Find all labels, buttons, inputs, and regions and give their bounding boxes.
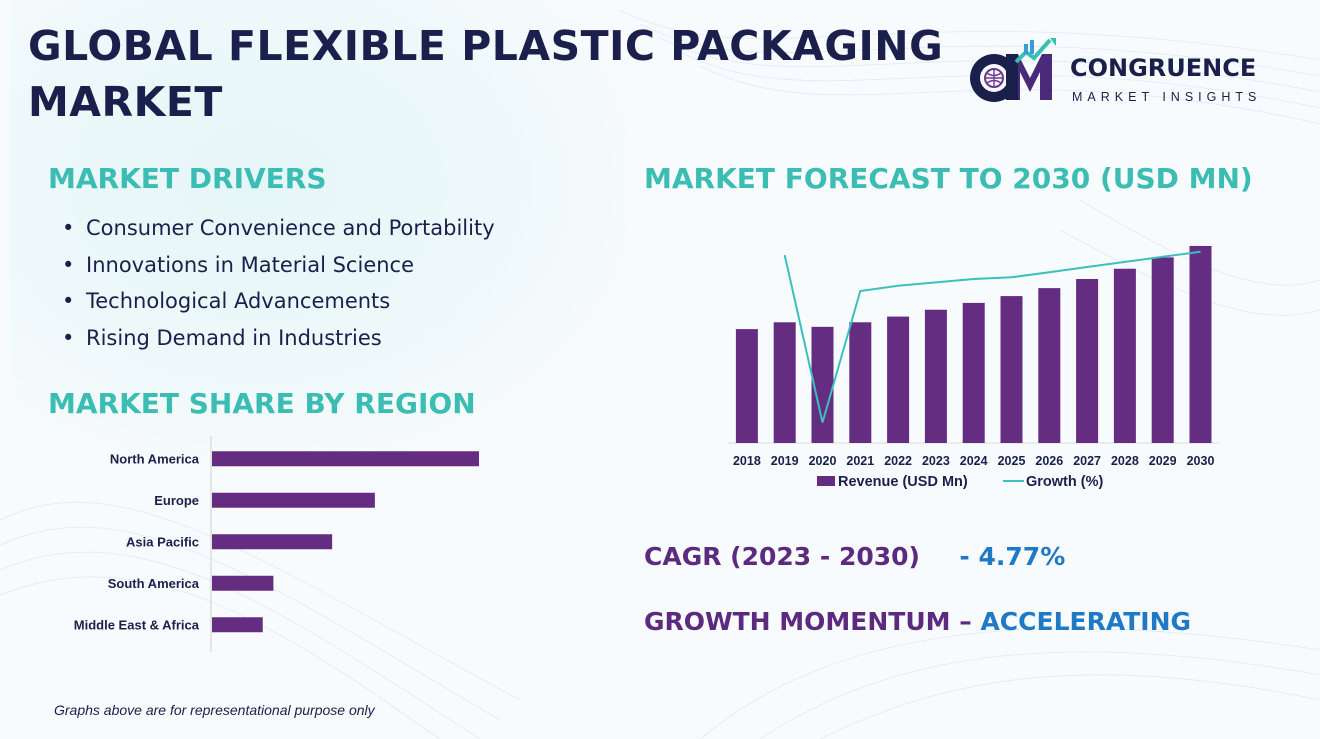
bullet-icon: •: [62, 325, 75, 350]
bullet-icon: •: [62, 289, 75, 313]
footnote: Graphs above are for representational pu…: [54, 702, 375, 718]
revenue-bar: [1189, 245, 1212, 443]
driver-item-label: Innovations in Material Science: [86, 252, 415, 277]
background-wash: [10, 0, 630, 460]
cagr-label: CAGR (2023 - 2030): [644, 542, 920, 571]
page-title: GLOBAL FLEXIBLE PLASTIC PACKAGING MARKET: [28, 18, 943, 130]
driver-item: • Technological Advancements: [62, 283, 495, 320]
region-category-label: Asia Pacific: [126, 534, 199, 549]
year-tick-label: 2020: [809, 454, 837, 468]
year-tick-label: 2019: [771, 454, 799, 468]
region-bar: [212, 492, 375, 508]
region-category-label: North America: [110, 451, 200, 466]
region-category-label: Middle East & Africa: [74, 617, 200, 632]
legend-revenue-swatch: [817, 476, 835, 486]
logo-name: CONGRUENCE: [1070, 54, 1257, 82]
revenue-bar: [1151, 257, 1174, 443]
revenue-bar: [887, 316, 910, 443]
legend-growth-label: Growth (%): [1026, 474, 1103, 490]
page-title-line-2: MARKET: [28, 78, 223, 126]
year-tick-label: 2025: [998, 454, 1026, 468]
forecast-chart: 2018 2019 2020 2021 2022 2023 2024 2025 2026 2027…: [728, 245, 1220, 490]
logo-tagline: MARKET INSIGHTS: [1072, 90, 1262, 104]
year-tick-label: 2022: [884, 454, 912, 468]
driver-item: • Rising Demand in Industries: [62, 320, 495, 357]
cm-logo-icon: [970, 38, 1056, 102]
year-tick-label: 2018: [733, 454, 761, 468]
driver-item: • Innovations in Material Science: [62, 247, 495, 284]
driver-item-label: Consumer Convenience and Portability: [86, 216, 495, 240]
revenue-bar: [1038, 288, 1061, 443]
revenue-bar: [1076, 279, 1099, 443]
driver-item: • Consumer Convenience and Portability: [62, 210, 495, 247]
growth-momentum-value: ACCELERATING: [980, 607, 1192, 636]
market-share-heading: MARKET SHARE BY REGION: [48, 387, 476, 420]
cagr-value: 4.77%: [978, 542, 1066, 571]
region-bar: [212, 451, 479, 467]
driver-item-label: Technological Advancements: [86, 289, 391, 313]
bullet-icon: •: [62, 216, 75, 240]
driver-item-label: Rising Demand in Industries: [86, 325, 382, 350]
bullet-icon: •: [62, 252, 75, 277]
legend-revenue-label: Revenue (USD Mn): [838, 474, 968, 490]
market-forecast-heading: MARKET FORECAST TO 2030 (USD MN): [644, 162, 1253, 195]
year-tick-label: 2023: [922, 454, 950, 468]
region-share-chart: North America Europe Asia Pacific South Ame…: [74, 436, 479, 652]
revenue-bar: [962, 302, 985, 443]
market-drivers-list: • Consumer Convenience and Portability • I…: [62, 210, 495, 356]
cagr-separator: -: [959, 542, 970, 571]
growth-momentum-label: GROWTH MOMENTUM –: [644, 607, 972, 636]
year-tick-label: 2029: [1149, 454, 1177, 468]
region-bar: [212, 617, 263, 633]
company-logo: CONGRUENCE MARKET INSIGHTS: [966, 36, 1286, 116]
year-tick-label: 2028: [1111, 454, 1139, 468]
growth-momentum-line: GROWTH MOMENTUM – ACCELERATING: [644, 607, 1191, 636]
region-category-label: South America: [108, 576, 200, 591]
year-tick-label: 2027: [1073, 454, 1101, 468]
year-tick-label: 2021: [846, 454, 874, 468]
year-tick-label: 2030: [1187, 454, 1215, 468]
market-drivers-heading: MARKET DRIVERS: [48, 162, 327, 195]
revenue-bar: [1000, 296, 1023, 443]
page-title-line-1: GLOBAL FLEXIBLE PLASTIC PACKAGING: [28, 22, 944, 70]
revenue-bar: [811, 326, 834, 443]
revenue-bar: [1113, 268, 1136, 443]
revenue-bar: [735, 329, 758, 443]
region-category-label: Europe: [154, 493, 199, 508]
year-tick-label: 2024: [960, 454, 988, 468]
revenue-bar: [849, 322, 872, 443]
year-tick-label: 2026: [1035, 454, 1063, 468]
revenue-bar: [924, 309, 947, 443]
revenue-bar: [773, 322, 796, 443]
cagr-line: CAGR (2023 - 2030) - 4.77%: [644, 542, 1065, 571]
region-bar: [212, 534, 333, 550]
region-bar: [212, 575, 274, 591]
growth-line: [783, 250, 1201, 423]
